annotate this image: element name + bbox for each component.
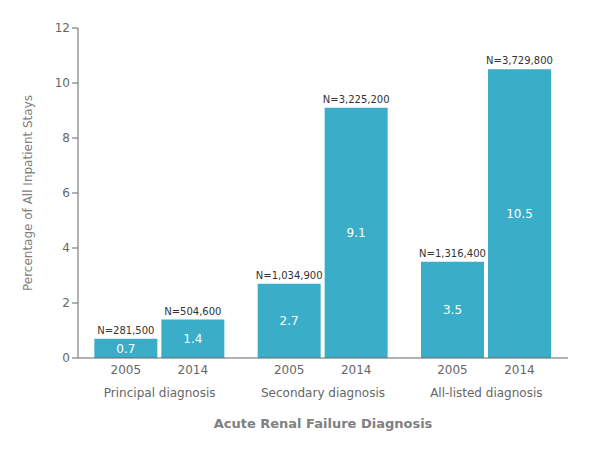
- svg-text:12: 12: [55, 21, 70, 35]
- svg-text:2.7: 2.7: [280, 314, 299, 328]
- svg-text:N=1,034,900: N=1,034,900: [256, 270, 323, 281]
- svg-text:2014: 2014: [341, 363, 372, 377]
- svg-text:6: 6: [62, 186, 70, 200]
- svg-text:8: 8: [62, 131, 70, 145]
- svg-text:2014: 2014: [504, 363, 535, 377]
- svg-text:9.1: 9.1: [347, 226, 366, 240]
- svg-text:Secondary diagnosis: Secondary diagnosis: [261, 386, 385, 400]
- svg-text:All-listed diagnosis: All-listed diagnosis: [430, 386, 542, 400]
- svg-text:0.7: 0.7: [116, 342, 135, 356]
- svg-text:2005: 2005: [274, 363, 305, 377]
- svg-text:Percentage of All Inpatient St: Percentage of All Inpatient Stays: [21, 95, 35, 291]
- svg-text:0: 0: [62, 351, 70, 365]
- svg-text:4: 4: [62, 241, 70, 255]
- svg-text:N=281,500: N=281,500: [97, 325, 154, 336]
- svg-text:3.5: 3.5: [443, 303, 462, 317]
- svg-text:10.5: 10.5: [506, 207, 533, 221]
- svg-text:N=3,729,800: N=3,729,800: [486, 55, 553, 66]
- svg-text:2005: 2005: [437, 363, 468, 377]
- svg-text:2014: 2014: [178, 363, 209, 377]
- svg-text:2005: 2005: [111, 363, 142, 377]
- svg-text:N=3,225,200: N=3,225,200: [323, 94, 390, 105]
- svg-text:Principal diagnosis: Principal diagnosis: [104, 386, 216, 400]
- svg-text:N=504,600: N=504,600: [164, 306, 221, 317]
- svg-text:1.4: 1.4: [183, 332, 202, 346]
- svg-text:2: 2: [62, 296, 70, 310]
- svg-text:Acute Renal Failure Diagnosis: Acute Renal Failure Diagnosis: [214, 416, 433, 431]
- svg-text:N=1,316,400: N=1,316,400: [419, 248, 486, 259]
- svg-text:10: 10: [55, 76, 70, 90]
